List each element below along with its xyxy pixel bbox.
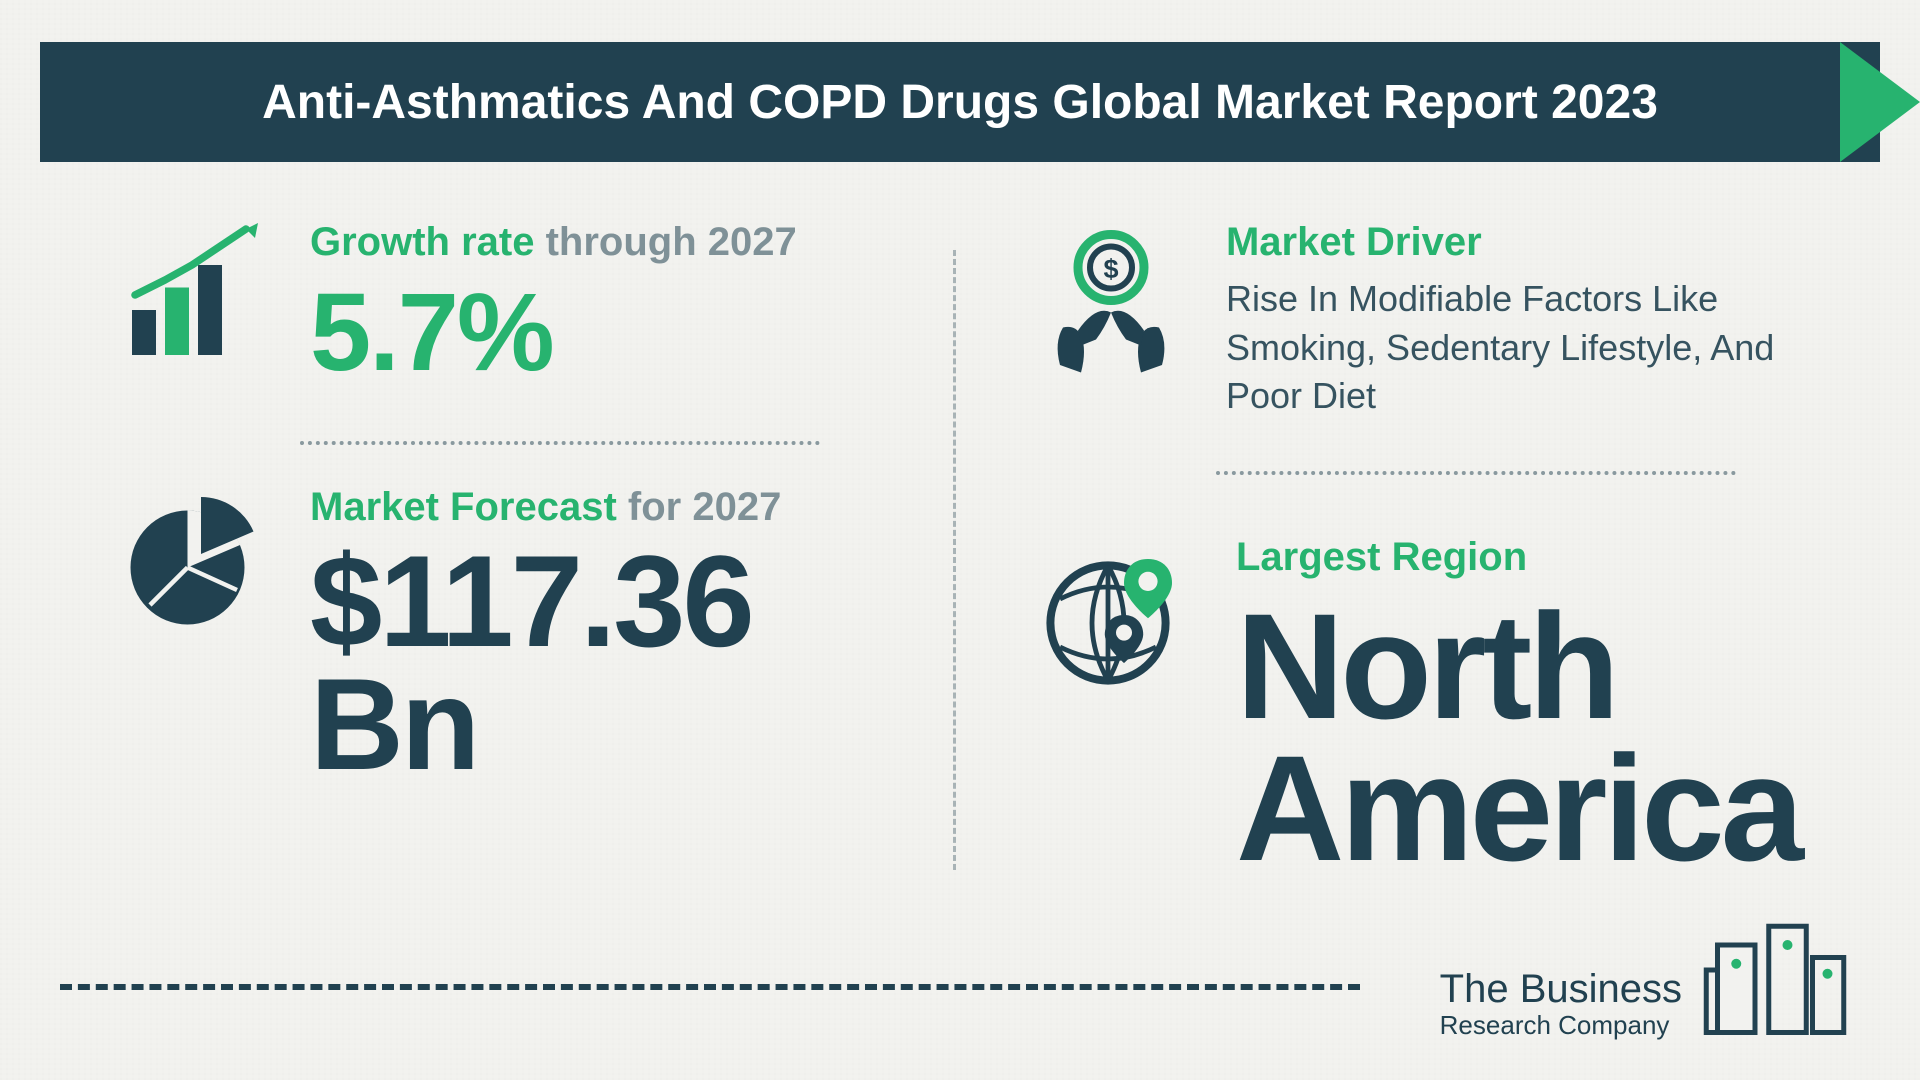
logo-text: The Business Research Company bbox=[1440, 967, 1682, 1040]
logo-line-1: The Business bbox=[1440, 967, 1682, 1011]
growth-label-accent: Growth rate bbox=[310, 220, 534, 264]
growth-label-muted: through 2027 bbox=[546, 220, 797, 264]
region-block: Largest Region North America bbox=[1036, 535, 1800, 880]
content-grid: Growth rate through 2027 5.7% Market bbox=[40, 220, 1880, 960]
region-label: Largest Region bbox=[1236, 535, 1800, 580]
pie-chart-icon bbox=[120, 485, 270, 635]
region-label-text: Largest Region bbox=[1236, 535, 1527, 579]
driver-text: Rise In Modifiable Factors Like Smoking,… bbox=[1226, 275, 1800, 421]
growth-label: Growth rate through 2027 bbox=[310, 220, 873, 265]
driver-block: $ Market Driver Rise In Modifiable Facto… bbox=[1036, 220, 1800, 421]
right-column: $ Market Driver Rise In Modifiable Facto… bbox=[956, 220, 1880, 960]
svg-text:$: $ bbox=[1103, 254, 1118, 284]
region-value: North America bbox=[1236, 595, 1800, 880]
growth-value: 5.7% bbox=[310, 275, 873, 391]
forecast-label: Market Forecast for 2027 bbox=[310, 485, 873, 530]
report-title: Anti-Asthmatics And COPD Drugs Global Ma… bbox=[262, 75, 1658, 130]
forecast-label-accent: Market Forecast bbox=[310, 485, 617, 529]
buildings-icon bbox=[1700, 900, 1850, 1040]
right-dotted-divider bbox=[1216, 471, 1736, 475]
title-bar: Anti-Asthmatics And COPD Drugs Global Ma… bbox=[40, 42, 1880, 162]
hands-coin-icon: $ bbox=[1036, 220, 1186, 390]
left-dotted-divider bbox=[300, 441, 820, 445]
forecast-block: Market Forecast for 2027 $117.36 Bn bbox=[120, 485, 873, 787]
footer-dash-line bbox=[60, 984, 1360, 990]
company-logo: The Business Research Company bbox=[1440, 900, 1850, 1040]
driver-label-text: Market Driver bbox=[1226, 220, 1482, 264]
forecast-value: $117.36 Bn bbox=[310, 540, 873, 787]
growth-chart-icon bbox=[120, 220, 270, 370]
logo-line-2: Research Company bbox=[1440, 1011, 1682, 1040]
left-column: Growth rate through 2027 5.7% Market bbox=[40, 220, 953, 960]
growth-block: Growth rate through 2027 5.7% bbox=[120, 220, 873, 391]
globe-pins-icon bbox=[1036, 535, 1196, 695]
driver-label: Market Driver bbox=[1226, 220, 1800, 265]
forecast-label-muted: for 2027 bbox=[628, 485, 781, 529]
